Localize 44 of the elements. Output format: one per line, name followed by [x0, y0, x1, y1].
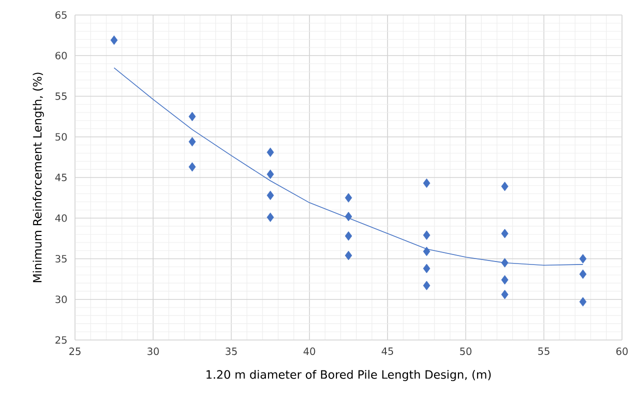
point [266, 212, 274, 222]
point [188, 137, 196, 146]
y-tick-label: 60 [55, 52, 67, 60]
x-tick-label: 30 [148, 348, 159, 356]
point [344, 193, 352, 202]
point [579, 269, 586, 279]
x-tick-label: 45 [382, 348, 394, 355]
y-tick-label: 55 [56, 92, 67, 100]
point [423, 280, 430, 290]
point [501, 182, 508, 192]
point [188, 162, 196, 172]
point [344, 250, 352, 260]
x-tick-label: 25 [69, 348, 80, 356]
point [266, 170, 274, 179]
point [344, 231, 352, 241]
point [110, 35, 118, 45]
point [423, 264, 430, 274]
y-tick-label: 30 [56, 296, 67, 304]
point [501, 275, 508, 285]
y-tick-label: 50 [56, 133, 67, 141]
x-tick-label: 60 [616, 348, 628, 356]
y-tick-label: 45 [55, 174, 67, 182]
x-tick-label: 55 [538, 348, 550, 355]
point [266, 190, 274, 200]
x-tick-label: 35 [226, 348, 237, 356]
y-tick-label: 65 [55, 11, 67, 19]
point [188, 112, 196, 122]
point [501, 258, 508, 268]
y-tick-label: 40 [55, 214, 67, 222]
x-tick-label: 50 [460, 348, 472, 356]
y-tick-label: 35 [56, 254, 67, 263]
point [423, 230, 430, 240]
point [579, 254, 586, 264]
point [344, 212, 352, 222]
point [579, 297, 586, 306]
y-tick-label: 25 [55, 336, 67, 344]
point [423, 178, 430, 188]
x-tick-label: 40 [304, 348, 316, 356]
y-axis-title: Minimum Reinforcement Length, (%) [32, 72, 44, 282]
point [266, 148, 274, 157]
point [501, 228, 508, 238]
point [501, 290, 508, 300]
x-axis-title: 1.20 m diameter of Bored Pile Length Design, (m) [206, 370, 491, 382]
point [423, 246, 430, 256]
